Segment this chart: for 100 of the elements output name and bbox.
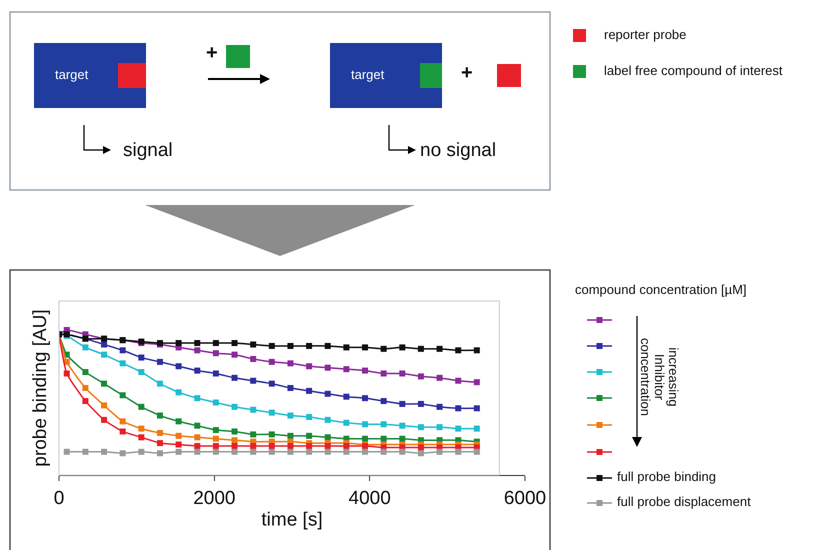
text: +	[461, 62, 473, 85]
text: target	[351, 67, 384, 82]
point	[455, 426, 462, 432]
point	[194, 448, 200, 455]
point	[212, 443, 219, 449]
point	[380, 448, 387, 455]
point	[120, 428, 126, 434]
point	[138, 369, 144, 376]
point	[436, 404, 443, 410]
point	[362, 395, 368, 402]
point	[250, 342, 256, 348]
point	[176, 432, 182, 439]
point	[343, 394, 350, 400]
point	[268, 358, 275, 365]
point	[82, 369, 88, 376]
point	[268, 380, 275, 387]
point	[176, 340, 182, 346]
point	[380, 436, 387, 442]
point	[101, 402, 108, 408]
point	[250, 443, 256, 449]
point	[399, 400, 406, 407]
point	[101, 448, 108, 455]
point	[436, 374, 443, 381]
point	[232, 374, 238, 381]
point	[194, 347, 200, 354]
point	[101, 342, 108, 348]
legend-title: compound concentration [µM]	[575, 282, 747, 297]
point	[324, 342, 331, 349]
x-tick-label: 0	[54, 488, 64, 509]
point	[380, 421, 387, 428]
point	[120, 360, 126, 366]
point	[399, 370, 406, 376]
point	[232, 404, 238, 410]
point	[362, 448, 368, 455]
point	[287, 448, 294, 455]
point	[156, 358, 163, 365]
point	[232, 448, 238, 455]
point	[156, 430, 163, 436]
legend-label: full probe binding	[617, 469, 716, 484]
point	[306, 443, 312, 449]
point	[232, 443, 238, 449]
point	[474, 379, 480, 386]
point	[399, 436, 406, 442]
point	[156, 440, 163, 446]
point	[250, 356, 256, 362]
point	[474, 405, 480, 412]
point	[176, 389, 182, 396]
point	[380, 398, 387, 404]
point	[268, 431, 275, 438]
point	[455, 405, 462, 412]
point	[82, 385, 88, 391]
point	[212, 340, 219, 346]
point	[232, 437, 238, 444]
point	[120, 450, 126, 456]
point	[232, 340, 238, 346]
point	[436, 346, 443, 352]
point	[324, 443, 331, 449]
point	[343, 366, 350, 372]
point	[362, 368, 368, 374]
point	[250, 448, 256, 455]
point	[362, 436, 368, 442]
point	[250, 431, 256, 438]
point	[436, 448, 443, 455]
point	[343, 443, 350, 449]
point	[156, 450, 163, 456]
point	[176, 418, 182, 424]
point	[418, 346, 424, 352]
point	[474, 448, 480, 455]
point	[101, 380, 108, 387]
point	[474, 426, 480, 432]
point	[287, 385, 294, 391]
text: increasing Inhibitor concentration	[638, 336, 681, 418]
point	[306, 432, 312, 439]
text: target	[55, 67, 88, 82]
point	[324, 416, 331, 423]
point	[418, 400, 424, 407]
point	[82, 344, 88, 350]
point	[120, 418, 126, 424]
point	[101, 352, 108, 358]
point	[138, 404, 144, 410]
point	[212, 370, 219, 376]
point	[455, 347, 462, 354]
point	[194, 368, 200, 374]
point	[212, 448, 219, 455]
point	[287, 412, 294, 419]
point	[343, 448, 350, 455]
text: +	[206, 42, 218, 65]
point	[212, 427, 219, 434]
point	[101, 416, 108, 423]
point	[212, 350, 219, 356]
point	[474, 347, 480, 354]
point	[138, 354, 144, 361]
point	[306, 388, 312, 394]
point	[418, 444, 424, 450]
point	[418, 450, 424, 456]
point	[362, 344, 368, 350]
point	[418, 424, 424, 430]
point	[138, 426, 144, 432]
point	[250, 406, 256, 413]
point	[418, 373, 424, 380]
